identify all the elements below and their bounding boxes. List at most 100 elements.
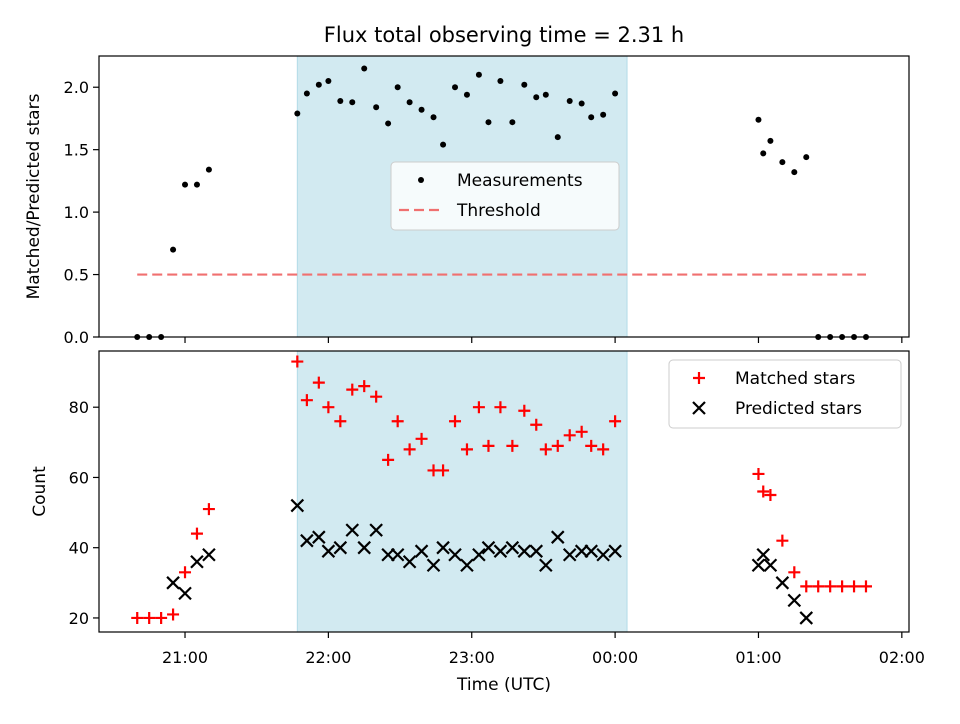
data-point xyxy=(800,580,813,593)
data-point xyxy=(521,81,528,88)
legend-label: Threshold xyxy=(456,201,541,221)
data-point xyxy=(529,544,544,558)
data-point xyxy=(563,429,576,442)
data-point xyxy=(764,489,777,502)
data-point xyxy=(312,530,326,544)
y-tick-label: 1.5 xyxy=(64,141,89,160)
x-axis-label: Time (UTC) xyxy=(456,675,551,695)
legend-box xyxy=(390,161,620,231)
data-point xyxy=(202,547,216,562)
data-point xyxy=(574,544,589,558)
data-point xyxy=(494,401,507,414)
data-point xyxy=(578,100,585,107)
data-point xyxy=(517,544,532,558)
data-point xyxy=(312,376,325,389)
data-point xyxy=(369,523,383,537)
data-point xyxy=(202,503,215,516)
data-point xyxy=(167,608,180,621)
data-point xyxy=(848,580,861,593)
data-point xyxy=(460,558,474,573)
data-point xyxy=(385,120,392,127)
data-point xyxy=(440,141,447,148)
data-point xyxy=(430,114,437,121)
data-point xyxy=(357,540,371,555)
legend: Matched stars Predicted stars xyxy=(668,359,902,429)
data-point xyxy=(533,94,540,101)
highlight-span xyxy=(296,350,628,633)
y-tick-label: 0.5 xyxy=(64,266,89,285)
data-point xyxy=(609,415,622,428)
data-point xyxy=(554,134,561,141)
data-point xyxy=(290,498,305,513)
data-point xyxy=(437,464,450,477)
data-point xyxy=(394,84,401,91)
data-point xyxy=(190,527,203,540)
data-point xyxy=(791,169,798,176)
y-tick-label: 60 xyxy=(69,468,89,487)
data-point xyxy=(190,554,204,569)
axes-frame xyxy=(98,350,910,633)
data-point xyxy=(345,523,360,537)
data-point xyxy=(426,558,441,573)
data-point xyxy=(530,418,543,431)
data-point xyxy=(321,544,336,558)
data-point xyxy=(566,97,573,104)
data-point xyxy=(303,90,310,97)
x-tick-label: 22:00 xyxy=(305,648,351,667)
data-point xyxy=(597,443,610,456)
data-point xyxy=(799,611,814,625)
data-point xyxy=(824,580,837,593)
series-predicted-stars xyxy=(166,498,814,625)
data-point xyxy=(472,401,485,414)
data-point xyxy=(803,154,810,161)
data-point xyxy=(562,547,577,562)
data-point xyxy=(155,611,168,624)
data-point xyxy=(291,355,304,368)
data-point xyxy=(349,99,356,106)
legend-label: Measurements xyxy=(457,171,583,191)
data-point xyxy=(788,566,801,579)
data-point xyxy=(205,166,212,173)
data-point xyxy=(294,110,301,117)
data-point xyxy=(859,580,872,593)
data-point xyxy=(475,71,482,78)
data-point xyxy=(170,246,177,253)
x-tick-label: 02:00 xyxy=(879,648,925,667)
data-point xyxy=(539,558,553,573)
data-point xyxy=(763,558,778,573)
data-point xyxy=(143,611,156,624)
data-point xyxy=(361,65,368,72)
y-tick-label: 1.0 xyxy=(64,203,89,222)
data-point xyxy=(381,547,395,562)
legend-marker xyxy=(692,401,706,415)
legend: Measurements Threshold xyxy=(390,161,620,231)
x-tick-label: 00:00 xyxy=(592,648,638,667)
data-point xyxy=(481,540,496,555)
data-point xyxy=(752,467,765,480)
data-point xyxy=(322,401,335,414)
data-point xyxy=(452,84,459,91)
data-point xyxy=(414,544,429,558)
data-point xyxy=(612,90,619,97)
data-point xyxy=(300,533,314,548)
data-point xyxy=(472,547,486,562)
data-point xyxy=(756,547,771,562)
data-point xyxy=(334,415,347,428)
data-point xyxy=(509,119,516,126)
y-tick-label: 0.0 xyxy=(64,328,89,347)
data-point xyxy=(787,593,802,608)
data-point xyxy=(300,394,313,407)
data-point xyxy=(415,432,428,445)
data-point xyxy=(166,576,180,590)
panel-2: 20 40 60 80 21:00 22:00 23:00 00:00 01:00 02:00 Co… xyxy=(30,350,925,667)
data-point xyxy=(757,485,770,498)
data-point xyxy=(460,443,473,456)
y-tick-label: 20 xyxy=(69,609,89,628)
data-point xyxy=(497,77,504,84)
data-point xyxy=(382,453,395,466)
data-point xyxy=(403,443,416,456)
data-point xyxy=(751,558,766,573)
data-point xyxy=(390,547,405,562)
data-point xyxy=(373,104,380,111)
